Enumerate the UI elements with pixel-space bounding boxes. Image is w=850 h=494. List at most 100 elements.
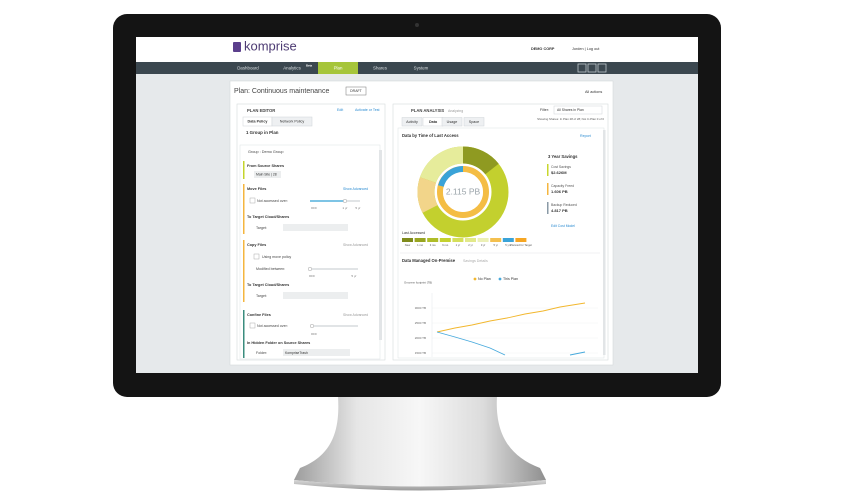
checkbox[interactable] [253, 253, 260, 260]
nav-item[interactable]: System [414, 66, 429, 71]
section-title: Move Files [247, 187, 266, 191]
legend-label: No Plan [478, 277, 491, 281]
legend-swatch [452, 238, 464, 242]
slider-handle[interactable] [343, 198, 348, 203]
savings-title: 3 Year Savings [548, 154, 578, 159]
all-actions[interactable]: All actions [585, 90, 602, 94]
section-subtitle: To Target Cloud/Shares [247, 283, 289, 287]
slider-handle[interactable] [308, 267, 313, 272]
nav-icon[interactable] [587, 63, 597, 73]
checkbox[interactable] [249, 197, 256, 204]
legend-label: 1 yr [456, 243, 461, 247]
nav-item[interactable]: Shares [373, 66, 388, 71]
nav-icon[interactable] [597, 63, 607, 73]
edit-cost-link[interactable]: Edit Cost Model [551, 224, 575, 228]
criterion: Modified between: [256, 267, 285, 271]
legend-dot [473, 277, 477, 281]
this-plan-line [569, 351, 586, 356]
field-box[interactable] [254, 171, 281, 178]
legend-dot [498, 277, 502, 281]
savings-marker [547, 164, 549, 176]
tab[interactable] [271, 116, 313, 127]
field-value: KompriseTrash [285, 351, 308, 355]
edit-link[interactable]: Edit [337, 108, 343, 112]
slider-label: 5 yr [351, 274, 356, 278]
donut-slice [417, 177, 438, 213]
legend-swatch [402, 238, 413, 242]
legend-swatch [465, 238, 476, 242]
report-link[interactable]: Report [580, 134, 591, 138]
tab-label[interactable]: Data Policy [248, 119, 269, 123]
tab-label[interactable]: Usage [447, 120, 458, 124]
activate-link[interactable]: Activate or Test [355, 108, 380, 112]
field-box[interactable] [283, 292, 348, 299]
legend-swatch [439, 238, 451, 242]
tab[interactable] [441, 117, 463, 127]
filter-select[interactable] [553, 105, 603, 115]
nav-item[interactable]: Analytics [283, 66, 301, 71]
tab-label[interactable]: Activity [406, 120, 418, 124]
nav-item[interactable]: Dashboard [237, 66, 259, 71]
slider-handle[interactable] [310, 324, 315, 329]
savings-details-link[interactable]: Savings Details [463, 259, 488, 263]
filter-value[interactable]: All Shares in Plan [557, 108, 584, 112]
field-label: Folder: [256, 351, 267, 355]
y-tick-label: 2000 TB [415, 336, 426, 340]
savings-label: Cost Savings [551, 165, 571, 169]
donut-slice [462, 146, 499, 175]
slider-label: OFF [311, 206, 317, 210]
app-header [136, 37, 698, 62]
donut-inner-slice [438, 166, 464, 187]
showing-note: Showing Shares: In Plan 28 of 28; Not In… [537, 117, 604, 121]
option: Using move policy [262, 255, 291, 259]
slider-label: OFF [309, 274, 315, 278]
tab[interactable] [463, 117, 485, 127]
monitor-stand [294, 396, 546, 487]
legend-label: 3 yr [481, 243, 486, 247]
legend-swatch [502, 238, 514, 242]
group-count: 1 Group in Plan [246, 130, 279, 135]
chart-title: Data by Time of Last Access [402, 133, 459, 138]
section-title: Confine Files [247, 313, 271, 317]
legend-label: 2 yr [468, 243, 473, 247]
nav-icon[interactable] [577, 63, 587, 73]
checkbox[interactable] [249, 322, 256, 329]
legend-label: This Plan [503, 277, 518, 281]
tab[interactable] [401, 117, 423, 127]
section-marker [243, 310, 245, 358]
legend-swatch [515, 238, 527, 242]
section-marker [243, 161, 245, 179]
tab-label[interactable]: Network Policy [280, 119, 305, 123]
legend-swatch [414, 238, 426, 242]
show-advanced[interactable]: Show Advanced [343, 313, 368, 317]
camera [415, 23, 419, 27]
tab-label[interactable]: Space [469, 120, 479, 124]
analysis-status: Analyzing [448, 109, 463, 113]
legend-label: New [405, 243, 410, 247]
user-menu[interactable]: Jorden | Log out [572, 47, 600, 51]
chart-title: Data Managed On-Premise [402, 258, 456, 263]
section-marker [243, 184, 245, 234]
donut-hole [443, 172, 483, 212]
y-tick-label: 3000 TB [415, 306, 426, 310]
section-title: Copy Files [247, 243, 266, 247]
section-marker [243, 240, 245, 302]
nav-bar [136, 62, 698, 74]
tab-label[interactable]: Data [429, 120, 438, 124]
nav-active [318, 62, 358, 74]
field-value: Main Site | 28 [256, 172, 277, 176]
field-label: Target: [256, 226, 267, 230]
field-box[interactable] [283, 349, 350, 356]
legend-label: 5 yr [493, 243, 498, 247]
analysis-title: PLAN ANALYSIS [411, 108, 444, 113]
field-box[interactable] [283, 224, 348, 231]
beta-badge: Beta [306, 64, 313, 68]
nav-item[interactable]: Plan [334, 66, 343, 71]
savings-value: 4.817 PB [551, 208, 568, 213]
legend-swatch [490, 238, 502, 242]
company-name: DEMO CORP [531, 47, 555, 51]
show-advanced[interactable]: Show Advanced [343, 243, 368, 247]
show-advanced[interactable]: Show Advanced [343, 187, 368, 191]
legend-label: 6 mo [442, 243, 448, 247]
